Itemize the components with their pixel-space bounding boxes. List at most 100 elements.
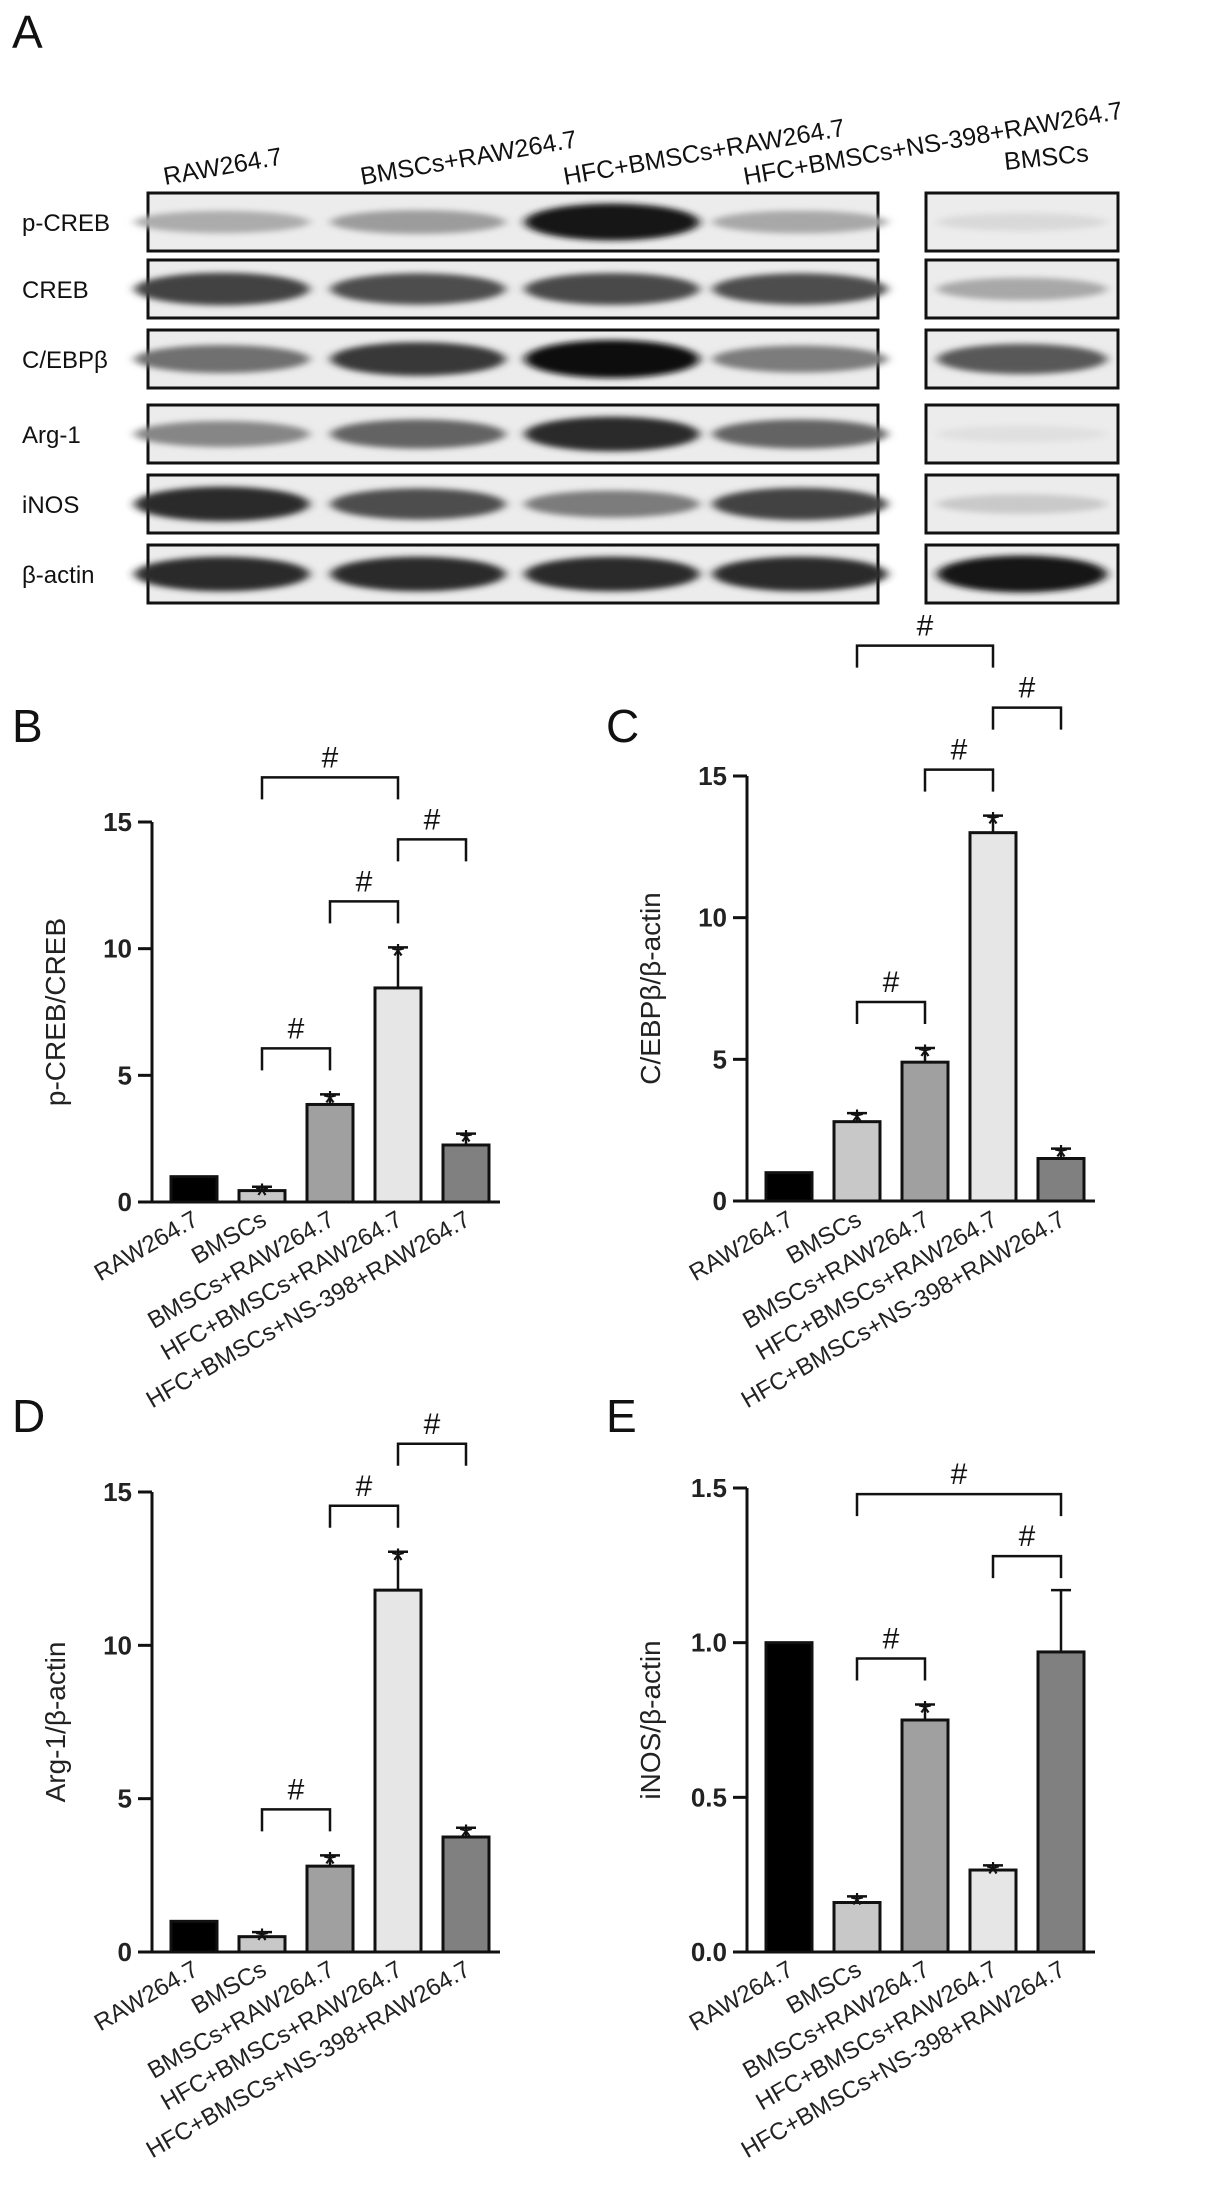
- significance-star: *: [1054, 1139, 1067, 1177]
- blot-band: [134, 210, 310, 234]
- significance-star: *: [323, 1845, 336, 1883]
- significance-bracket: [328, 1504, 400, 1528]
- panel-letter-c: C: [606, 700, 639, 752]
- y-axis-label: iNOS/β-actin: [635, 1640, 666, 1799]
- chart-panel-d: 051015Arg-1/β-actin****RAW264.7BMSCsBMSC…: [40, 1408, 500, 2164]
- y-tick-label: 0.0: [691, 1937, 727, 1967]
- blot-band: [330, 210, 506, 234]
- blot-row-label: C/EBPβ: [22, 347, 108, 374]
- y-tick-label: 10: [698, 903, 727, 933]
- blot-band: [712, 345, 888, 373]
- y-tick-label: 1.0: [691, 1628, 727, 1658]
- panel-letter-e: E: [606, 1390, 637, 1442]
- significance-bracket: [396, 838, 468, 862]
- blot-band: [712, 556, 888, 592]
- blot-lane-label: RAW264.7: [161, 143, 284, 191]
- significance-bracket: [991, 1554, 1063, 1579]
- y-tick-label: 15: [103, 1477, 132, 1507]
- significance-hash: #: [288, 1773, 305, 1806]
- significance-hash: #: [356, 865, 373, 898]
- blot-band: [937, 213, 1107, 231]
- significance-bracket: [328, 900, 400, 924]
- significance-hash: #: [424, 803, 441, 836]
- bar: [968, 831, 1018, 1203]
- significance-hash: #: [951, 1458, 968, 1491]
- y-tick-label: 5: [118, 1060, 132, 1090]
- blot-band: [330, 273, 506, 305]
- y-tick-label: 15: [698, 761, 727, 791]
- significance-star: *: [918, 1038, 931, 1076]
- blot-band: [524, 556, 700, 592]
- y-tick-label: 1.5: [691, 1473, 727, 1503]
- significance-star: *: [459, 1818, 472, 1856]
- y-axis-label: C/EBPβ/β-actin: [635, 892, 666, 1085]
- significance-hash: #: [356, 1470, 373, 1503]
- significance-hash: #: [951, 734, 968, 767]
- bar: [764, 1641, 814, 1954]
- y-tick-label: 5: [713, 1044, 727, 1074]
- blot-band: [330, 342, 506, 376]
- significance-bracket: [991, 706, 1063, 730]
- blot-band: [524, 340, 700, 378]
- bar: [169, 1175, 219, 1204]
- blot-lane-label: BMSCs+RAW264.7: [358, 125, 579, 191]
- y-tick-label: 0: [118, 1937, 132, 1967]
- significance-star: *: [850, 1886, 863, 1924]
- panel-letter-d: D: [12, 1390, 45, 1442]
- significance-bracket: [260, 1808, 332, 1832]
- blot-band: [524, 490, 700, 518]
- blot-row-label: CREB: [22, 277, 89, 304]
- significance-star: *: [391, 937, 404, 975]
- blot-band: [330, 419, 506, 449]
- significance-hash: #: [883, 1623, 900, 1656]
- significance-bracket: [855, 644, 995, 668]
- y-tick-label: 10: [103, 934, 132, 964]
- blot-band: [937, 494, 1107, 514]
- significance-hash: #: [288, 1012, 305, 1045]
- significance-hash: #: [1019, 672, 1036, 705]
- blot-row-label: p-CREB: [22, 210, 110, 237]
- significance-hash: #: [883, 966, 900, 999]
- y-tick-label: 0: [118, 1187, 132, 1217]
- blot-band: [134, 421, 310, 447]
- blot-row-label: β-actin: [22, 562, 95, 589]
- blot-band: [937, 555, 1107, 593]
- significance-star: *: [986, 1855, 999, 1893]
- significance-star: *: [255, 1177, 268, 1215]
- y-tick-label: 10: [103, 1630, 132, 1660]
- bar: [169, 1919, 219, 1954]
- significance-bracket: [855, 1492, 1063, 1517]
- blot-band: [134, 556, 310, 592]
- chart-panel-b: 051015p-CREB/CREB****RAW264.7BMSCsBMSCs+…: [40, 741, 500, 1414]
- blot-band: [524, 416, 700, 452]
- significance-star: *: [391, 1542, 404, 1580]
- blot-row-label: iNOS: [22, 492, 79, 519]
- blot-row-label: Arg-1: [22, 422, 81, 449]
- blot-band: [330, 556, 506, 592]
- bar: [441, 1835, 491, 1954]
- significance-bracket: [396, 1442, 468, 1466]
- chart-panel-c: 051015C/EBPβ/β-actin****RAW264.7BMSCsBMS…: [635, 610, 1095, 1414]
- significance-bracket: [855, 1657, 927, 1681]
- blot-band: [712, 210, 888, 234]
- significance-star: *: [459, 1124, 472, 1162]
- blot-band: [712, 487, 888, 521]
- y-axis-label: p-CREB/CREB: [40, 918, 71, 1106]
- bar: [900, 1718, 950, 1954]
- significance-star: *: [986, 806, 999, 844]
- significance-hash: #: [424, 1408, 441, 1441]
- y-tick-label: 15: [103, 807, 132, 837]
- bar: [373, 1588, 423, 1954]
- bar: [900, 1060, 950, 1203]
- blot-band: [134, 344, 310, 374]
- blot-band: [134, 272, 310, 306]
- blot-band: [524, 273, 700, 305]
- significance-hash: #: [1019, 1520, 1036, 1553]
- y-tick-label: 5: [118, 1784, 132, 1814]
- significance-bracket: [855, 1000, 927, 1024]
- significance-star: *: [918, 1695, 931, 1733]
- blot-band: [937, 343, 1107, 375]
- bar: [373, 986, 423, 1204]
- panel-letter-a: A: [12, 6, 43, 58]
